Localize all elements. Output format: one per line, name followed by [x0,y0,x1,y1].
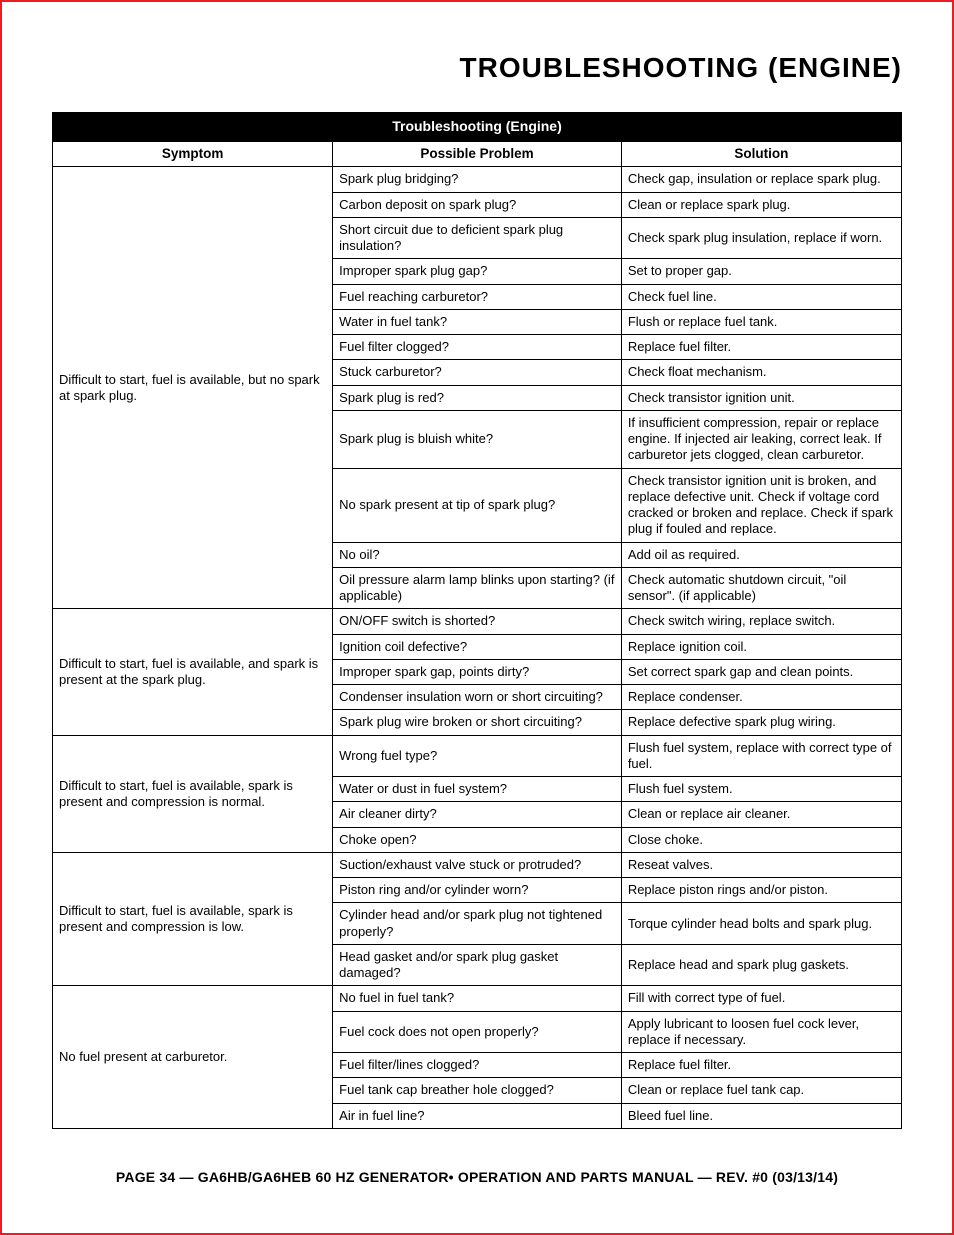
solution-cell: Flush fuel system. [621,777,901,802]
solution-cell: Replace head and spark plug gaskets. [621,944,901,986]
solution-cell: Check float mechanism. [621,360,901,385]
solution-cell: Bleed fuel line. [621,1103,901,1128]
problem-cell: Piston ring and/or cylinder worn? [333,878,622,903]
solution-cell: Apply lubricant to loosen fuel cock leve… [621,1011,901,1053]
table-caption: Troubleshooting (Engine) [53,113,902,142]
problem-cell: No oil? [333,542,622,567]
problem-cell: Short circuit due to deficient spark plu… [333,217,622,259]
solution-cell: Check automatic shutdown circuit, "oil s… [621,567,901,609]
troubleshooting-table: Troubleshooting (Engine) Symptom Possibl… [52,112,902,1129]
problem-cell: Fuel reaching carburetor? [333,284,622,309]
problem-cell: Wrong fuel type? [333,735,622,777]
solution-cell: Replace ignition coil. [621,634,901,659]
symptom-cell: No fuel present at carburetor. [53,986,333,1129]
solution-cell: Check spark plug insulation, replace if … [621,217,901,259]
solution-cell: Replace condenser. [621,685,901,710]
solution-cell: Add oil as required. [621,542,901,567]
solution-cell: Replace piston rings and/or piston. [621,878,901,903]
table-row: Difficult to start, fuel is available, s… [53,735,902,777]
solution-cell: Close choke. [621,827,901,852]
problem-cell: Fuel filter clogged? [333,335,622,360]
problem-cell: Fuel filter/lines clogged? [333,1053,622,1078]
table-row: Difficult to start, fuel is available, b… [53,167,902,192]
solution-cell: If insufficient compression, repair or r… [621,410,901,468]
problem-cell: Cylinder head and/or spark plug not tigh… [333,903,622,945]
solution-cell: Check gap, insulation or replace spark p… [621,167,901,192]
problem-cell: Spark plug is bluish white? [333,410,622,468]
problem-cell: Stuck carburetor? [333,360,622,385]
solution-cell: Flush or replace fuel tank. [621,309,901,334]
symptom-cell: Difficult to start, fuel is available, s… [53,852,333,986]
problem-cell: ON/OFF switch is shorted? [333,609,622,634]
table-row: No fuel present at carburetor.No fuel in… [53,986,902,1011]
solution-cell: Set to proper gap. [621,259,901,284]
solution-cell: Replace fuel filter. [621,335,901,360]
problem-cell: Spark plug bridging? [333,167,622,192]
problem-cell: Carbon deposit on spark plug? [333,192,622,217]
symptom-cell: Difficult to start, fuel is available, s… [53,735,333,852]
problem-cell: Air cleaner dirty? [333,802,622,827]
solution-cell: Check transistor ignition unit is broken… [621,468,901,542]
solution-cell: Fill with correct type of fuel. [621,986,901,1011]
problem-cell: Spark plug is red? [333,385,622,410]
solution-cell: Clean or replace air cleaner. [621,802,901,827]
col-header-solution: Solution [621,141,901,167]
problem-cell: Improper spark plug gap? [333,259,622,284]
problem-cell: No spark present at tip of spark plug? [333,468,622,542]
problem-cell: Condenser insulation worn or short circu… [333,685,622,710]
problem-cell: No fuel in fuel tank? [333,986,622,1011]
solution-cell: Replace fuel filter. [621,1053,901,1078]
page-footer: PAGE 34 — GA6HB/GA6HEB 60 HZ GENERATOR• … [2,1169,952,1185]
solution-cell: Set correct spark gap and clean points. [621,659,901,684]
solution-cell: Reseat valves. [621,852,901,877]
problem-cell: Oil pressure alarm lamp blinks upon star… [333,567,622,609]
problem-cell: Choke open? [333,827,622,852]
solution-cell: Torque cylinder head bolts and spark plu… [621,903,901,945]
table-row: Difficult to start, fuel is available, a… [53,609,902,634]
problem-cell: Head gasket and/or spark plug gasket dam… [333,944,622,986]
problem-cell: Fuel tank cap breather hole clogged? [333,1078,622,1103]
solution-cell: Replace defective spark plug wiring. [621,710,901,735]
problem-cell: Fuel cock does not open properly? [333,1011,622,1053]
problem-cell: Spark plug wire broken or short circuiti… [333,710,622,735]
page-title: TROUBLESHOOTING (ENGINE) [52,52,902,84]
solution-cell: Flush fuel system, replace with correct … [621,735,901,777]
col-header-symptom: Symptom [53,141,333,167]
problem-cell: Improper spark gap, points dirty? [333,659,622,684]
solution-cell: Check fuel line. [621,284,901,309]
problem-cell: Air in fuel line? [333,1103,622,1128]
problem-cell: Water in fuel tank? [333,309,622,334]
symptom-cell: Difficult to start, fuel is available, a… [53,609,333,735]
problem-cell: Ignition coil defective? [333,634,622,659]
table-row: Difficult to start, fuel is available, s… [53,852,902,877]
symptom-cell: Difficult to start, fuel is available, b… [53,167,333,609]
problem-cell: Suction/exhaust valve stuck or protruded… [333,852,622,877]
solution-cell: Clean or replace fuel tank cap. [621,1078,901,1103]
solution-cell: Check transistor ignition unit. [621,385,901,410]
solution-cell: Clean or replace spark plug. [621,192,901,217]
problem-cell: Water or dust in fuel system? [333,777,622,802]
col-header-problem: Possible Problem [333,141,622,167]
solution-cell: Check switch wiring, replace switch. [621,609,901,634]
